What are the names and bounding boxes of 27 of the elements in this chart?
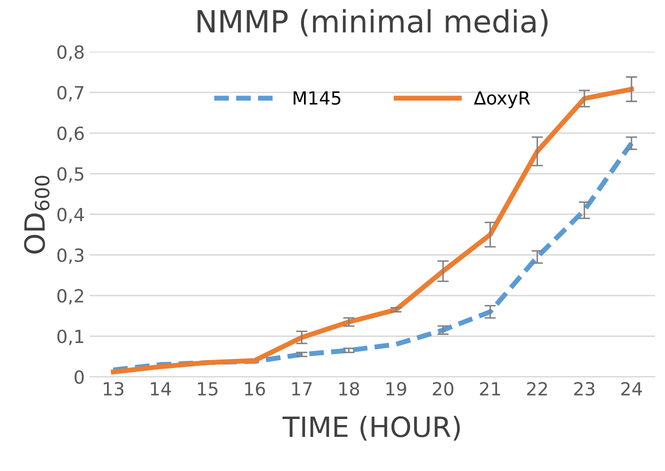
- chart-title: NMMP (minimal media): [198, 9, 548, 36]
- legend-label: ΔoxyR: [474, 91, 530, 108]
- x-tick-label: 22: [527, 382, 547, 396]
- y-tick-label: 0,5: [57, 167, 84, 183]
- x-tick-label: 13: [104, 382, 124, 396]
- y-tick-label: 0,6: [57, 126, 84, 142]
- y-tick-label: 0,3: [57, 248, 84, 264]
- y-tick-label: 0,8: [57, 45, 84, 61]
- y-tick-label: 0,4: [57, 208, 84, 224]
- x-tick-label: 18: [339, 382, 360, 396]
- y-tick-label: 0: [74, 370, 84, 384]
- x-tick-label: 21: [480, 382, 500, 396]
- x-tick-label: 20: [432, 382, 454, 396]
- x-tick-label: 15: [198, 382, 218, 396]
- x-tick-label: 24: [621, 382, 642, 396]
- y-tick-label: 0,1: [57, 330, 84, 346]
- x-tick-label: 17: [292, 382, 312, 396]
- y-axis-title: OD$_{600}$: [24, 176, 50, 254]
- x-tick-label: 16: [245, 382, 265, 396]
- y-tick-label: 0,2: [57, 289, 84, 305]
- line-series: [110, 86, 634, 374]
- legend-label: M145: [294, 91, 340, 105]
- x-tick-label: 14: [150, 382, 171, 396]
- x-tick-label: 23: [574, 382, 594, 396]
- y-tick-label: 0,7: [57, 86, 84, 102]
- x-axis-title: TIME (HOUR): [282, 416, 460, 441]
- x-tick-label: 19: [386, 382, 406, 396]
